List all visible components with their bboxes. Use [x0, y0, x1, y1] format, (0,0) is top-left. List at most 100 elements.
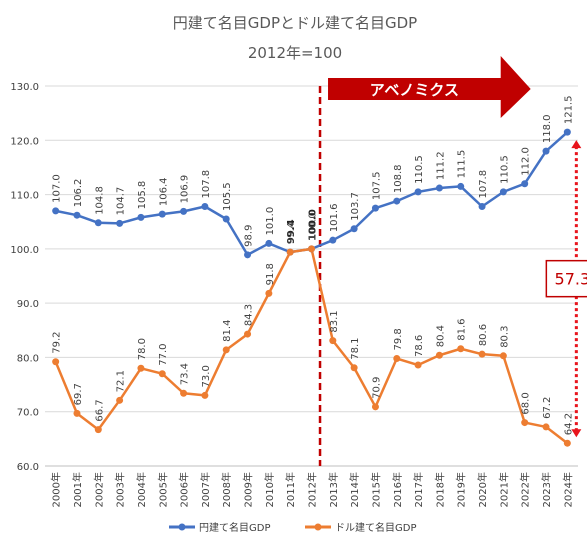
data-point — [371, 204, 379, 212]
series-lines — [54, 131, 569, 445]
data-point — [180, 389, 188, 397]
data-label: 81.6 — [457, 318, 468, 340]
x-tick-label: 2018年 — [433, 472, 446, 507]
data-label: 84.3 — [244, 304, 255, 326]
data-point — [116, 396, 124, 404]
data-point — [201, 203, 209, 211]
data-point — [244, 251, 252, 259]
data-point — [265, 289, 273, 297]
data-point — [414, 361, 422, 369]
x-tick-label: 2001年 — [71, 472, 84, 507]
gap-annotation: 57.3 — [545, 140, 587, 438]
data-point — [350, 225, 358, 233]
data-label: 78.6 — [414, 335, 425, 357]
data-label: 69.7 — [73, 383, 84, 405]
x-tick-label: 2016年 — [391, 472, 404, 507]
data-point — [201, 391, 209, 399]
data-label: 104.7 — [116, 187, 127, 216]
data-label: 107.8 — [478, 170, 489, 199]
data-label: 107.5 — [371, 172, 382, 201]
data-point — [73, 409, 81, 417]
data-label: 77.0 — [158, 343, 169, 365]
x-tick-label: 2023年 — [540, 472, 553, 507]
data-label: 98.9 — [244, 225, 255, 247]
x-tick-label: 2010年 — [263, 472, 276, 507]
chart-title: 円建て名目GDPとドル建て名目GDP — [173, 14, 417, 32]
x-tick-label: 2007年 — [199, 472, 212, 507]
abenomics-arrow-shape — [328, 56, 531, 118]
data-label: 105.5 — [222, 182, 233, 211]
data-label: 101.0 — [265, 207, 276, 236]
y-tick-label: 110.0 — [10, 191, 39, 202]
data-label: 104.8 — [94, 186, 105, 215]
data-point — [52, 358, 60, 366]
data-point — [435, 351, 443, 359]
x-axis-tick-labels: 2000年 2001年 2002年 2003年 2004年 2005年 2006年 2007年… — [50, 472, 575, 507]
data-label: 112.0 — [521, 147, 532, 176]
data-point — [180, 207, 188, 215]
data-labels: 107.0 106.2 104.8 104.7 105.8 106.4 106.9 107.8… — [52, 96, 575, 436]
x-tick-label: 2000年 — [50, 472, 63, 507]
data-label: 110.5 — [499, 155, 510, 184]
data-label: 121.5 — [563, 96, 574, 125]
data-label: 111.5 — [457, 150, 468, 179]
abenomics-label: アベノミクス — [370, 81, 459, 99]
data-point — [478, 203, 486, 211]
gap-arrow-head-top — [571, 140, 582, 149]
data-point — [265, 239, 273, 247]
data-label: 110.5 — [414, 155, 425, 184]
data-point — [393, 355, 401, 363]
y-tick-label: 130.0 — [10, 82, 39, 93]
series-line-dollar — [54, 247, 569, 445]
data-label: 100.0 — [308, 209, 319, 241]
data-point — [563, 439, 571, 447]
data-label: 107.8 — [201, 170, 212, 199]
data-point — [222, 346, 230, 354]
data-label: 106.2 — [73, 179, 84, 208]
data-point — [52, 207, 60, 215]
data-point — [499, 188, 507, 196]
data-label: 70.9 — [371, 377, 382, 399]
x-tick-label: 2009年 — [242, 472, 255, 507]
data-point — [244, 330, 252, 338]
legend: 円建て名目GDP ドル建て名目GDP — [169, 521, 416, 534]
data-label: 73.4 — [180, 363, 191, 385]
data-label: 64.2 — [563, 413, 574, 435]
data-label: 106.9 — [180, 175, 191, 204]
data-point — [158, 210, 166, 218]
x-tick-label: 2003年 — [114, 472, 127, 507]
data-point — [94, 219, 102, 227]
data-point — [137, 213, 145, 221]
y-tick-label: 70.0 — [17, 408, 39, 419]
data-point — [393, 197, 401, 205]
data-label: 79.2 — [52, 332, 63, 354]
data-point — [329, 337, 337, 345]
x-tick-label: 2017年 — [412, 472, 425, 507]
series-points — [52, 128, 571, 447]
data-label: 79.8 — [393, 328, 404, 350]
y-tick-label: 120.0 — [10, 136, 39, 147]
x-tick-label: 2019年 — [455, 472, 468, 507]
x-tick-label: 2013年 — [327, 472, 340, 507]
x-tick-label: 2020年 — [476, 472, 489, 507]
x-tick-label: 2014年 — [348, 472, 361, 507]
data-label: 73.0 — [201, 365, 212, 387]
data-label: 80.3 — [499, 326, 510, 348]
y-tick-label: 100.0 — [10, 245, 39, 256]
data-point — [94, 426, 102, 434]
y-tick-label: 90.0 — [17, 299, 39, 310]
abenomics-banner: アベノミクス — [328, 56, 531, 118]
data-point — [499, 352, 507, 360]
gap-value-box — [545, 259, 587, 298]
legend-marker-dollar — [314, 523, 322, 531]
y-axis-tick-labels: 60.0 70.0 80.0 90.0 100.0 110.0 120.0 130.0 — [10, 82, 39, 473]
data-point — [478, 350, 486, 358]
data-label: 81.4 — [222, 320, 233, 342]
data-label: 107.0 — [52, 174, 63, 203]
data-label: 101.6 — [329, 204, 340, 233]
data-point — [308, 245, 315, 253]
data-label: 91.8 — [265, 263, 276, 285]
y-tick-label: 80.0 — [17, 353, 39, 364]
data-point — [521, 419, 529, 427]
data-point — [563, 128, 571, 136]
